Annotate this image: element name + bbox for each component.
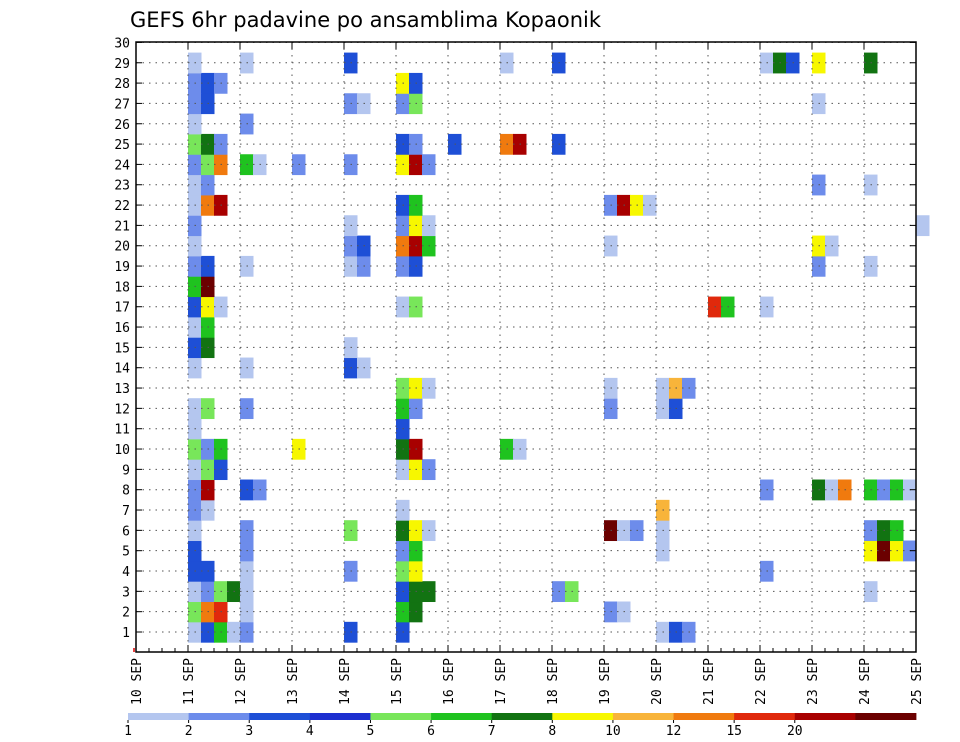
legend-swatch (309, 713, 371, 720)
y-tick-label: 12 (114, 402, 130, 417)
y-tick-label: 23 (114, 179, 130, 194)
y-tick-label: 22 (114, 199, 130, 214)
y-tick-label: 7 (122, 504, 130, 519)
cell (916, 215, 930, 237)
legend-swatch (612, 713, 674, 720)
x-tick-label: 16 SEP (442, 658, 457, 705)
legend-swatch (491, 713, 553, 720)
y-tick-label: 1 (122, 626, 130, 641)
y-tick-label: 5 (122, 545, 130, 560)
x-axis: 10 SEP 11 SEP 12 SEP 13 SEP 14 SEP 15 SEP 16 S… (130, 42, 925, 705)
legend-label: 15 (726, 724, 742, 739)
y-tick-label: 11 (114, 423, 130, 438)
y-tick-label: 25 (114, 138, 130, 153)
legend-label: 1 (124, 724, 132, 739)
legend-swatch (855, 713, 917, 720)
y-tick-label: 6 (122, 524, 130, 539)
y-tick-label: 20 (114, 240, 130, 255)
chart-title: GEFS 6hr padavine po ansamblima Kopaonik (130, 8, 602, 32)
y-tick-label: 14 (114, 362, 130, 377)
legend-swatch (128, 713, 190, 720)
legend-label: 12 (666, 724, 682, 739)
x-tick-label: 25 SEP (910, 658, 925, 705)
x-tick-label: 12 SEP (234, 658, 249, 705)
legend-swatch (552, 713, 614, 720)
legend-swatch (431, 713, 493, 720)
legend-label: 10 (605, 724, 621, 739)
y-tick-label: 15 (114, 341, 130, 356)
x-tick-label: 18 SEP (546, 658, 561, 705)
legend-swatch (188, 713, 250, 720)
y-tick-label: 10 (114, 443, 130, 458)
y-tick-label: 8 (122, 484, 130, 499)
legend-swatch (794, 713, 856, 720)
x-tick-label: 13 SEP (286, 658, 301, 705)
legend-swatch (249, 713, 311, 720)
y-tick-label: 9 (122, 463, 130, 478)
x-tick-label: 15 SEP (390, 658, 405, 705)
y-tick-label: 19 (114, 260, 130, 275)
color-legend: 1 2 3 4 5 6 7 8 10 12 15 20 (124, 713, 917, 739)
y-tick-label: 27 (114, 97, 130, 112)
x-tick-label: 20 SEP (650, 658, 665, 705)
x-tick-label: 24 SEP (858, 658, 873, 705)
y-tick-label: 26 (114, 118, 130, 133)
x-tick-label: 14 SEP (338, 658, 353, 705)
legend-swatch (370, 713, 432, 720)
legend-label: 7 (488, 724, 496, 739)
x-tick-label: 17 SEP (494, 658, 509, 705)
y-tick-label: 30 (114, 36, 130, 51)
x-tick-label: 19 SEP (598, 658, 613, 705)
y-tick-label: 2 (122, 606, 130, 621)
y-tick-label: 21 (114, 219, 130, 234)
x-tick-label: 10 SEP (130, 658, 145, 705)
y-tick-label: 4 (122, 565, 130, 580)
legend-label: 20 (787, 724, 803, 739)
y-tick-label: 24 (114, 158, 130, 173)
legend-label: 6 (427, 724, 435, 739)
legend-swatch (734, 713, 796, 720)
x-tick-label: 22 SEP (754, 658, 769, 705)
legend-label: 4 (306, 724, 314, 739)
legend-label: 3 (245, 724, 253, 739)
y-tick-label: 3 (122, 585, 130, 600)
y-tick-label: 16 (114, 321, 130, 336)
y-tick-label: 17 (114, 301, 130, 316)
x-tick-label: 11 SEP (182, 658, 197, 705)
y-tick-label: 28 (114, 77, 130, 92)
legend-label: 2 (185, 724, 193, 739)
legend-swatch (673, 713, 735, 720)
x-tick-label: 23 SEP (806, 658, 821, 705)
y-tick-label: 29 (114, 57, 130, 72)
y-axis: 1234567891011121314151617181920212223242… (114, 36, 916, 641)
y-tick-label: 13 (114, 382, 130, 397)
legend-label: 8 (548, 724, 556, 739)
x-tick-label: 21 SEP (702, 658, 717, 705)
y-tick-label: 18 (114, 280, 130, 295)
grid-layer (136, 41, 916, 652)
legend-label: 5 (367, 724, 375, 739)
